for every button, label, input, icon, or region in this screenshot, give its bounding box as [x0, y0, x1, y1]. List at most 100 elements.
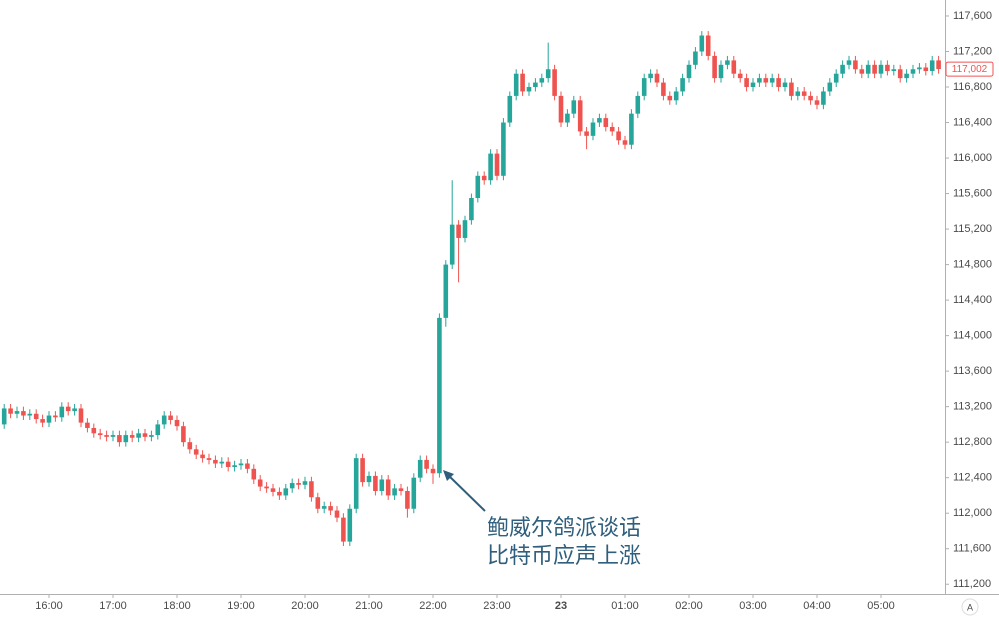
candle-body — [725, 60, 730, 65]
y-tick-label: 117,600 — [953, 10, 992, 22]
candle-body — [136, 433, 141, 438]
candle-body — [59, 406, 65, 418]
candle-body — [558, 95, 564, 123]
candle-body — [437, 317, 442, 474]
last-price-box — [945, 61, 994, 77]
candle-body — [398, 488, 404, 492]
candle-body — [552, 69, 557, 96]
candle-body — [821, 91, 826, 105]
candle-body — [411, 477, 417, 509]
candle-body — [744, 78, 749, 88]
auto-button-bg[interactable] — [961, 598, 979, 616]
candle-body — [667, 95, 673, 101]
candle-body — [206, 458, 212, 460]
candle-body — [97, 433, 103, 436]
candle-body — [673, 91, 679, 101]
y-tick-label: 116,000 — [953, 152, 992, 164]
candle-body — [110, 435, 116, 437]
candle-body — [53, 415, 58, 418]
candle-body — [648, 73, 653, 79]
candle-body — [27, 413, 33, 416]
y-tick-label: 113,200 — [953, 401, 992, 413]
candle-body — [353, 458, 359, 509]
candle-body — [46, 415, 52, 423]
candle-body — [14, 411, 20, 414]
candle-body — [769, 78, 775, 83]
x-tick-label: 20:00 — [291, 600, 319, 612]
y-tick-label: 111,200 — [953, 578, 991, 590]
x-tick-label: 01:00 — [611, 600, 639, 612]
candle-body — [929, 60, 935, 72]
candle-body — [321, 506, 327, 509]
candle-body — [494, 153, 500, 176]
candle-body — [776, 78, 781, 88]
candle-body — [449, 224, 455, 265]
candle-body — [181, 426, 186, 443]
candle-body — [731, 60, 737, 74]
auto-button[interactable]: A — [967, 602, 973, 612]
candle-body — [737, 73, 743, 79]
candle-body — [405, 491, 410, 509]
candle-body — [757, 78, 762, 83]
candle-body — [501, 122, 506, 176]
x-tick-label: 04:00 — [803, 600, 831, 612]
candle-body — [302, 481, 308, 485]
candle-body — [507, 95, 513, 123]
candle-body — [379, 479, 385, 492]
candle-body — [545, 69, 551, 79]
candle-body — [840, 64, 845, 74]
y-tick-label: 113,600 — [953, 365, 992, 377]
y-tick-label: 115,600 — [953, 187, 992, 199]
x-tick-label: 21:00 — [355, 600, 383, 612]
candle-body — [936, 60, 941, 70]
annotation-line: 比特币应声上涨 — [487, 544, 641, 569]
candle-body — [270, 488, 276, 492]
x-tick-label: 19:00 — [227, 600, 255, 612]
candle-body — [814, 100, 820, 105]
candle-body — [65, 406, 71, 412]
x-tick-label: 05:00 — [867, 600, 895, 612]
candle-body — [200, 454, 205, 459]
annotation-line: 鲍威尔鸽派谈话 — [487, 516, 641, 541]
arrow-head — [443, 470, 454, 481]
candle-body — [533, 82, 538, 88]
candle-body — [257, 479, 263, 487]
candle-body — [366, 475, 372, 483]
candle-body — [808, 95, 813, 101]
candle-body — [174, 419, 180, 427]
candle-body — [392, 488, 397, 496]
candle-body — [693, 51, 698, 65]
candle-body — [155, 424, 161, 436]
candle-body — [923, 67, 929, 72]
candle-body — [277, 491, 282, 496]
candle-body — [315, 497, 321, 509]
candle-body — [565, 113, 570, 123]
candle-body — [85, 422, 90, 428]
candle-body — [123, 435, 129, 443]
y-tick-label: 115,200 — [953, 223, 992, 235]
candle-body — [245, 463, 250, 469]
candle-body — [187, 442, 193, 450]
candle-body — [833, 73, 839, 83]
candle-body — [21, 411, 26, 416]
candle-body — [616, 131, 621, 141]
candle-body — [718, 64, 724, 79]
y-tick-label: 114,000 — [953, 330, 992, 342]
candle-body — [641, 78, 647, 96]
y-tick-label: 112,400 — [953, 472, 992, 484]
candle-body — [334, 510, 340, 518]
candle-body — [686, 64, 692, 79]
candle-body — [872, 64, 877, 74]
x-tick-label: 22:00 — [419, 600, 447, 612]
candle-body — [1, 408, 7, 425]
y-tick-label: 116,400 — [953, 116, 992, 128]
candle-body — [878, 64, 884, 74]
candle-body — [193, 449, 199, 455]
candle-body — [385, 479, 391, 496]
candle-body — [750, 82, 756, 88]
candle-body — [795, 91, 801, 96]
x-tick-label: 17:00 — [99, 600, 127, 612]
candle-body — [609, 126, 615, 132]
y-tick-label: 116,800 — [953, 81, 992, 93]
